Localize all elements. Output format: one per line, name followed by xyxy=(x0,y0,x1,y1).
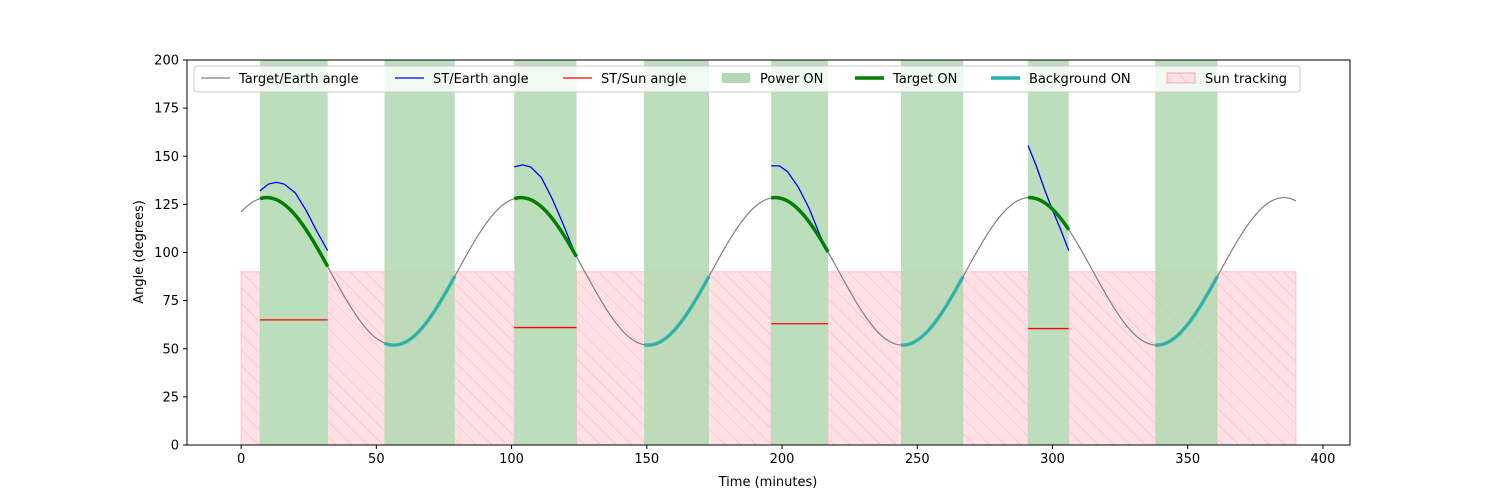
plot-area xyxy=(240,60,1297,445)
legend-label: ST/Sun angle xyxy=(601,72,687,87)
x-tick-label: 150 xyxy=(634,452,659,467)
target-on-segment xyxy=(770,195,830,253)
legend-label: Target/Earth angle xyxy=(238,72,359,87)
x-tick-label: 50 xyxy=(368,452,385,467)
power-on-span xyxy=(260,60,328,445)
legend-swatch xyxy=(722,73,750,83)
y-tick-label: 50 xyxy=(162,342,179,357)
y-axis-label: Angle (degrees) xyxy=(132,200,147,304)
legend-entry: Target ON xyxy=(855,72,957,87)
legend-entry: ST/Sun angle xyxy=(563,72,687,87)
x-tick-label: 250 xyxy=(905,452,930,467)
power-on-span xyxy=(514,60,577,445)
target-on-segment xyxy=(1028,195,1071,231)
x-tick-label: 0 xyxy=(237,452,245,467)
x-axis-label: Time (minutes) xyxy=(718,475,818,490)
y-tick-label: 175 xyxy=(154,102,179,117)
legend-swatch xyxy=(1166,72,1196,84)
x-axis: 0 50 100 150 200 250 300 350 400 xyxy=(237,445,1335,467)
y-tick-label: 25 xyxy=(162,390,179,405)
target-on-segment xyxy=(259,195,330,268)
legend: Target/Earth angle ST/Earth angle ST/Sun a… xyxy=(193,65,1301,93)
x-tick-label: 100 xyxy=(499,452,524,467)
power-on-span xyxy=(384,60,455,445)
target-on-segment xyxy=(513,195,578,258)
x-tick-label: 200 xyxy=(770,452,795,467)
power-on-span xyxy=(644,60,709,445)
st-earth-segment xyxy=(1027,145,1070,251)
background-on-segment xyxy=(900,275,965,347)
legend-label: Power ON xyxy=(760,72,823,87)
background-on-segment xyxy=(383,275,457,347)
legend-entry: Background ON xyxy=(991,72,1131,87)
x-tick-label: 300 xyxy=(1040,452,1065,467)
legend-label: Background ON xyxy=(1029,72,1131,87)
y-tick-label: 75 xyxy=(162,294,179,309)
legend-label: ST/Earth angle xyxy=(433,72,529,87)
power-on-span xyxy=(901,60,964,445)
st-earth-segment xyxy=(259,181,329,251)
legend-label: Sun tracking xyxy=(1205,72,1287,87)
legend-entry: Power ON xyxy=(722,72,823,87)
legend-entry: Sun tracking xyxy=(1166,72,1287,87)
y-tick-label: 125 xyxy=(154,198,179,213)
background-on-segment xyxy=(1155,275,1220,347)
power-on-span xyxy=(1155,60,1218,445)
y-tick-label: 100 xyxy=(154,246,179,261)
legend-entry: Target/Earth angle xyxy=(201,72,359,87)
y-tick-label: 0 xyxy=(171,439,179,454)
x-tick-label: 400 xyxy=(1311,452,1336,467)
y-tick-label: 150 xyxy=(154,150,179,165)
y-axis: 0 25 50 75 100 125 150 175 200 xyxy=(154,54,187,454)
power-on-span xyxy=(1028,60,1069,445)
legend-label: Target ON xyxy=(892,72,957,87)
background-on-segment xyxy=(643,275,711,347)
y-tick-label: 200 xyxy=(154,54,179,69)
power-on-span xyxy=(771,60,829,445)
x-tick-label: 350 xyxy=(1175,452,1200,467)
sun-tracking-span xyxy=(240,271,261,445)
legend-entry: ST/Earth angle xyxy=(395,72,529,87)
st-earth-segment xyxy=(514,164,575,251)
